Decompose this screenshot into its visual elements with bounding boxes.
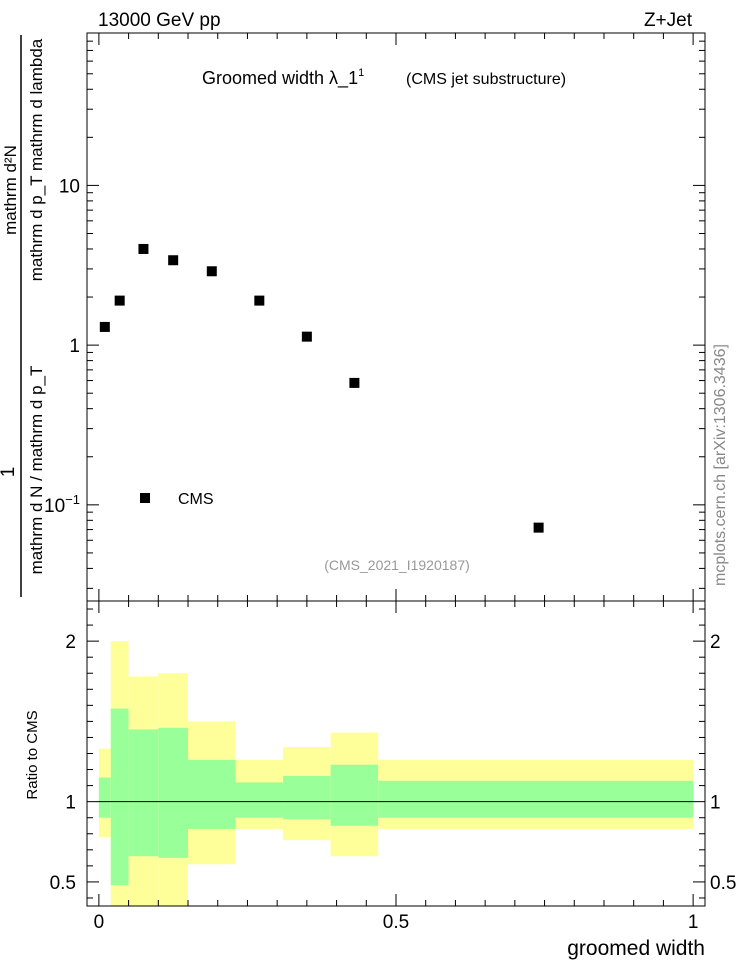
cms-data-point bbox=[206, 266, 217, 277]
main-ytick-label: 1 bbox=[69, 336, 80, 357]
cms-data-point bbox=[349, 377, 360, 388]
main-ylabel: 1 mathrm d N / mathrm d p_T mathrm d²N m… bbox=[0, 35, 46, 597]
ratio-ytick-label-right: 2 bbox=[710, 632, 721, 653]
ratio-inner-band bbox=[98, 777, 111, 818]
main-title-text: Groomed width λ_1 bbox=[202, 68, 358, 89]
ratio-ytick-label-left: 1 bbox=[65, 793, 76, 814]
ratio-inner-band bbox=[330, 764, 379, 826]
ratio-inner-band bbox=[128, 729, 159, 857]
ratio-inner-band bbox=[235, 782, 284, 818]
main-title: Groomed width λ_11 bbox=[202, 67, 364, 89]
ylabel-numerator: 1 bbox=[0, 467, 19, 478]
ratio-inner-band bbox=[283, 775, 331, 820]
main-title-suffix: (CMS jet substructure) bbox=[406, 71, 566, 88]
ratio-inner-band bbox=[158, 727, 189, 858]
cms-data-point bbox=[99, 321, 110, 332]
legend-label-cms: CMS bbox=[178, 491, 214, 508]
legend: CMS bbox=[140, 491, 214, 508]
watermark: mcplots.cern.ch [arXiv:1306.3436] bbox=[712, 344, 729, 586]
ratio-xtick-label: 0 bbox=[94, 912, 105, 933]
cms-data-point bbox=[254, 295, 265, 306]
cms-data-points bbox=[99, 243, 544, 533]
ratio-ytick-label-right: 1 bbox=[710, 793, 721, 814]
main-x-ticks bbox=[98, 33, 694, 601]
ratio-y-ticks bbox=[87, 608, 705, 899]
ratio-inner-band bbox=[378, 780, 694, 818]
ratio-ytick-label-right: 0.5 bbox=[710, 873, 736, 894]
ratio-inner-band bbox=[188, 759, 236, 829]
main-panel: Groomed width λ_11 (CMS jet substructure… bbox=[0, 32, 706, 602]
ylabel-numerator2: mathrm d²N bbox=[1, 145, 20, 235]
cms-data-point bbox=[533, 522, 544, 533]
ylabel-denominator2: mathrm d p_T mathrm d lambda bbox=[27, 38, 46, 281]
ratio-x-tick-labels: 0 0.5 1 bbox=[94, 912, 699, 933]
cms-data-point bbox=[301, 331, 312, 342]
ratio-x-ticks bbox=[98, 601, 694, 906]
legend-marker-cms bbox=[140, 493, 150, 503]
ratio-ytick-label-left: 2 bbox=[65, 632, 76, 653]
main-y-tick-labels: 10 1 10−1 bbox=[44, 176, 80, 516]
ratio-xtick-label: 1 bbox=[688, 912, 699, 933]
header-left: 13000 GeV pp bbox=[98, 10, 221, 31]
main-plot-frame bbox=[86, 32, 706, 602]
main-ytick-label: 10−1 bbox=[44, 492, 80, 517]
ratio-ytick-label-left: 0.5 bbox=[50, 873, 76, 894]
ratio-y-tick-labels: 2 2 1 1 0.5 0.5 bbox=[50, 632, 737, 894]
analysis-id: (CMS_2021_I1920187) bbox=[324, 557, 470, 573]
header-right: Z+Jet bbox=[644, 10, 693, 31]
ratio-xtick-label: 0.5 bbox=[383, 912, 409, 933]
ylabel-denominator: mathrm d N / mathrm d p_T bbox=[27, 366, 46, 575]
cms-data-point bbox=[114, 295, 125, 306]
cms-data-point bbox=[138, 243, 149, 254]
ratio-bands bbox=[98, 641, 694, 906]
ratio-ylabel: Ratio to CMS bbox=[24, 710, 41, 799]
ratio-inner-band bbox=[110, 708, 129, 886]
ratio-panel: 2 21 10.5 0.5 0 0.5 1 Ratio to CMS groomed wi… bbox=[24, 600, 737, 960]
main-ytick-label: 10 bbox=[59, 176, 80, 197]
x-axis-label: groomed width bbox=[567, 937, 705, 960]
main-y-ticks bbox=[87, 32, 705, 589]
cms-data-point bbox=[168, 255, 179, 266]
main-title-sup: 1 bbox=[358, 67, 364, 79]
